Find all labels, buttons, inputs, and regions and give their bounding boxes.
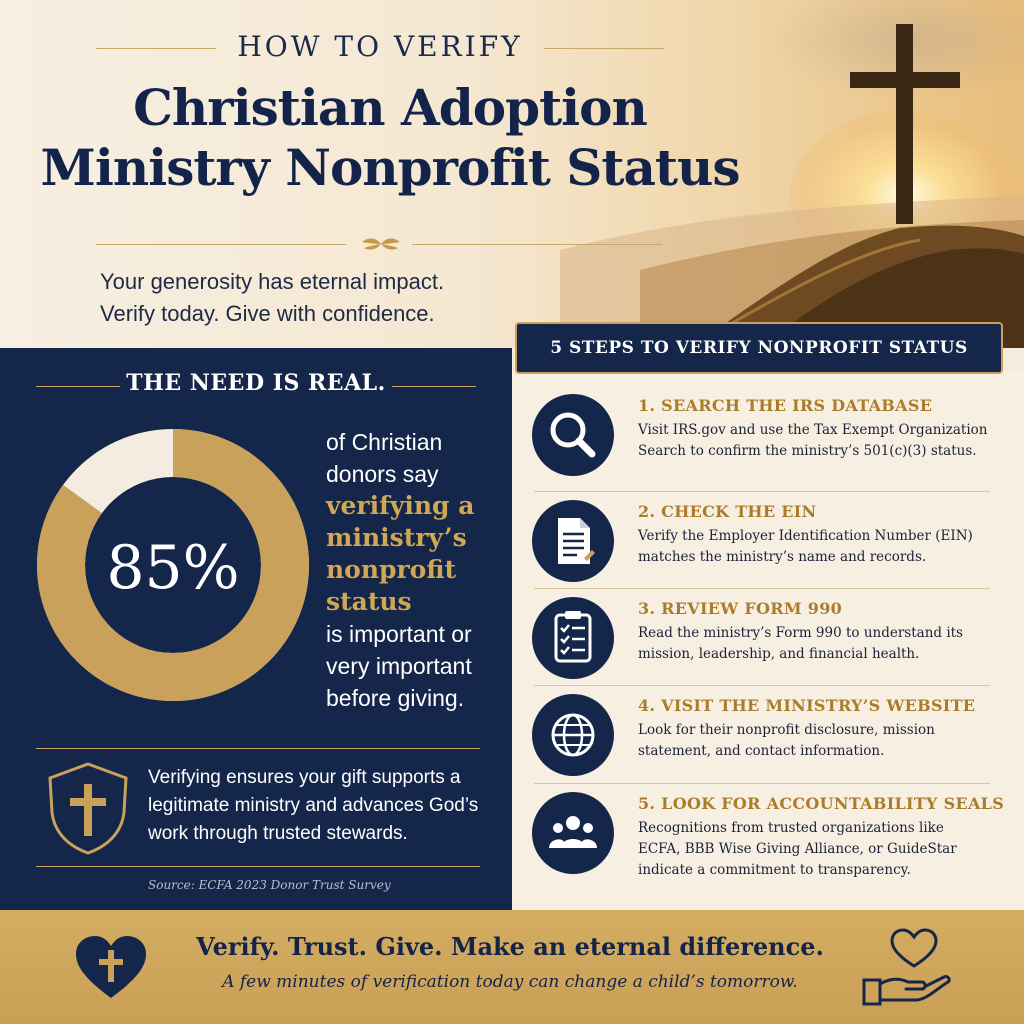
tagline-line-2: Verify today. Give with confidence. [100, 301, 435, 326]
magnifier-icon [532, 394, 614, 476]
title-line-2: Ministry Nonprofit Status [40, 138, 741, 197]
stat-highlight-4: status [326, 587, 412, 616]
title-rule-right [412, 244, 662, 245]
people-group-icon [532, 792, 614, 874]
step-5-title: 5. LOOK FOR ACCOUNTABILITY SEALS [638, 794, 1005, 813]
shield-cross-icon [48, 762, 128, 855]
footer-headline: Verify. Trust. Give. Make an eternal dif… [196, 932, 824, 961]
source-citation: Source: ECFA 2023 Donor Trust Survey [148, 878, 391, 892]
need-panel: THE NEED IS REAL. 85% of Christian donor… [0, 348, 512, 910]
step-divider-3 [534, 685, 990, 686]
globe-icon [532, 694, 614, 776]
step-2: 2. CHECK THE EIN Verify the Employer Ide… [530, 500, 990, 596]
stat-highlight-1: verifying a [326, 491, 475, 520]
step-5-desc: Recognitions from trusted organizations … [638, 820, 957, 878]
step-5: 5. LOOK FOR ACCOUNTABILITY SEALS Recogni… [530, 792, 1005, 888]
step-2-desc: Verify the Employer Identification Numbe… [638, 528, 973, 565]
footer-banner: Verify. Trust. Give. Make an eternal dif… [0, 910, 1024, 1024]
step-1: 1. SEARCH THE IRS DATABASE Visit IRS.gov… [530, 394, 990, 490]
hero-banner: HOW TO VERIFY Christian Adoption Ministr… [0, 0, 1024, 348]
step-1-title: 1. SEARCH THE IRS DATABASE [638, 396, 933, 415]
heart-cross-icon [76, 936, 146, 998]
kicker-rule-left [96, 48, 216, 49]
step-3: 3. REVIEW FORM 990 Read the ministry’s F… [530, 597, 990, 693]
stat-highlight-3: nonprofit [326, 555, 457, 584]
step-4-title: 4. VISIT THE MINISTRY’S WEBSITE [638, 696, 976, 715]
need-rule-right [392, 386, 476, 387]
stat-text-after: is important or very important before gi… [326, 621, 472, 711]
step-2-title: 2. CHECK THE EIN [638, 502, 817, 521]
step-3-title: 3. REVIEW FORM 990 [638, 599, 843, 618]
title-kicker: HOW TO VERIFY [237, 30, 523, 63]
clipboard-checklist-icon [532, 597, 614, 679]
stat-description: of Christian donors say verifying a mini… [326, 426, 506, 714]
document-icon [532, 500, 614, 582]
stat-highlight-2: ministry’s [326, 523, 467, 552]
page-title: Christian Adoption Ministry Nonprofit St… [20, 78, 760, 198]
step-4-desc: Look for their nonprofit disclosure, mis… [638, 722, 935, 759]
divider-rule-top [36, 748, 480, 749]
stat-donut-chart: 85% [37, 429, 309, 701]
title-rule-left [96, 244, 346, 245]
stat-value: 85% [106, 533, 239, 603]
need-rule-left [36, 386, 120, 387]
step-4: 4. VISIT THE MINISTRY’S WEBSITE Look for… [530, 694, 990, 790]
hand-heart-icon [862, 928, 951, 1006]
donut-fill [37, 429, 309, 701]
need-heading: THE NEED IS REAL. [126, 370, 386, 396]
kicker-rule-right [544, 48, 664, 49]
step-divider-2 [534, 588, 990, 589]
tagline-line-1: Your generosity has eternal impact. [100, 269, 445, 294]
step-divider-1 [534, 491, 990, 492]
step-3-desc: Read the ministry’s Form 990 to understa… [638, 625, 963, 662]
footer-subline: A few minutes of verification today can … [222, 972, 798, 992]
verify-note: Verifying ensures your gift supports a l… [148, 767, 479, 844]
stat-text-before: of Christian donors say [326, 429, 443, 487]
steps-heading: 5 STEPS TO VERIFY NONPROFIT STATUS [515, 322, 1003, 374]
step-1-desc: Visit IRS.gov and use the Tax Exempt Org… [638, 422, 988, 459]
cross-silhouette [850, 24, 960, 224]
tagline: Your generosity has eternal impact. Veri… [100, 266, 444, 330]
hillside-landscape [560, 196, 1024, 348]
title-line-1: Christian Adoption [133, 78, 648, 137]
step-divider-4 [534, 783, 990, 784]
laurel-ornament-icon [362, 238, 400, 250]
divider-rule-bottom [36, 866, 480, 867]
